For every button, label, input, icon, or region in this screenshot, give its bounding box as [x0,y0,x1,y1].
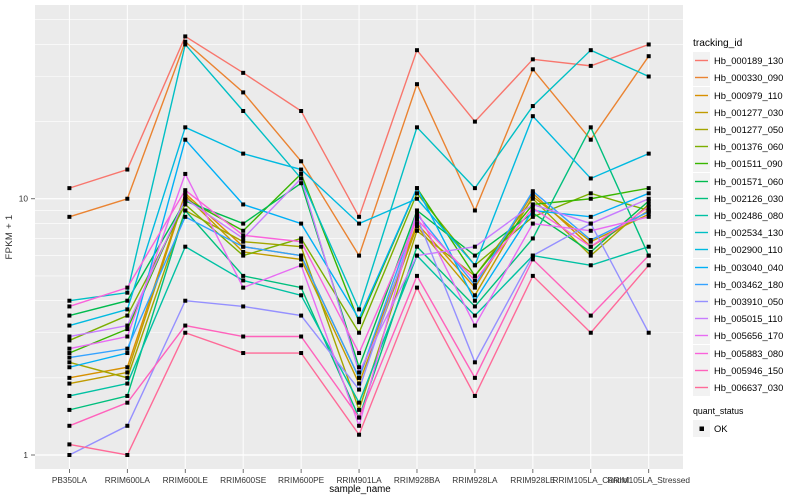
svg-text:10: 10 [19,194,29,204]
svg-text:1: 1 [23,450,28,460]
